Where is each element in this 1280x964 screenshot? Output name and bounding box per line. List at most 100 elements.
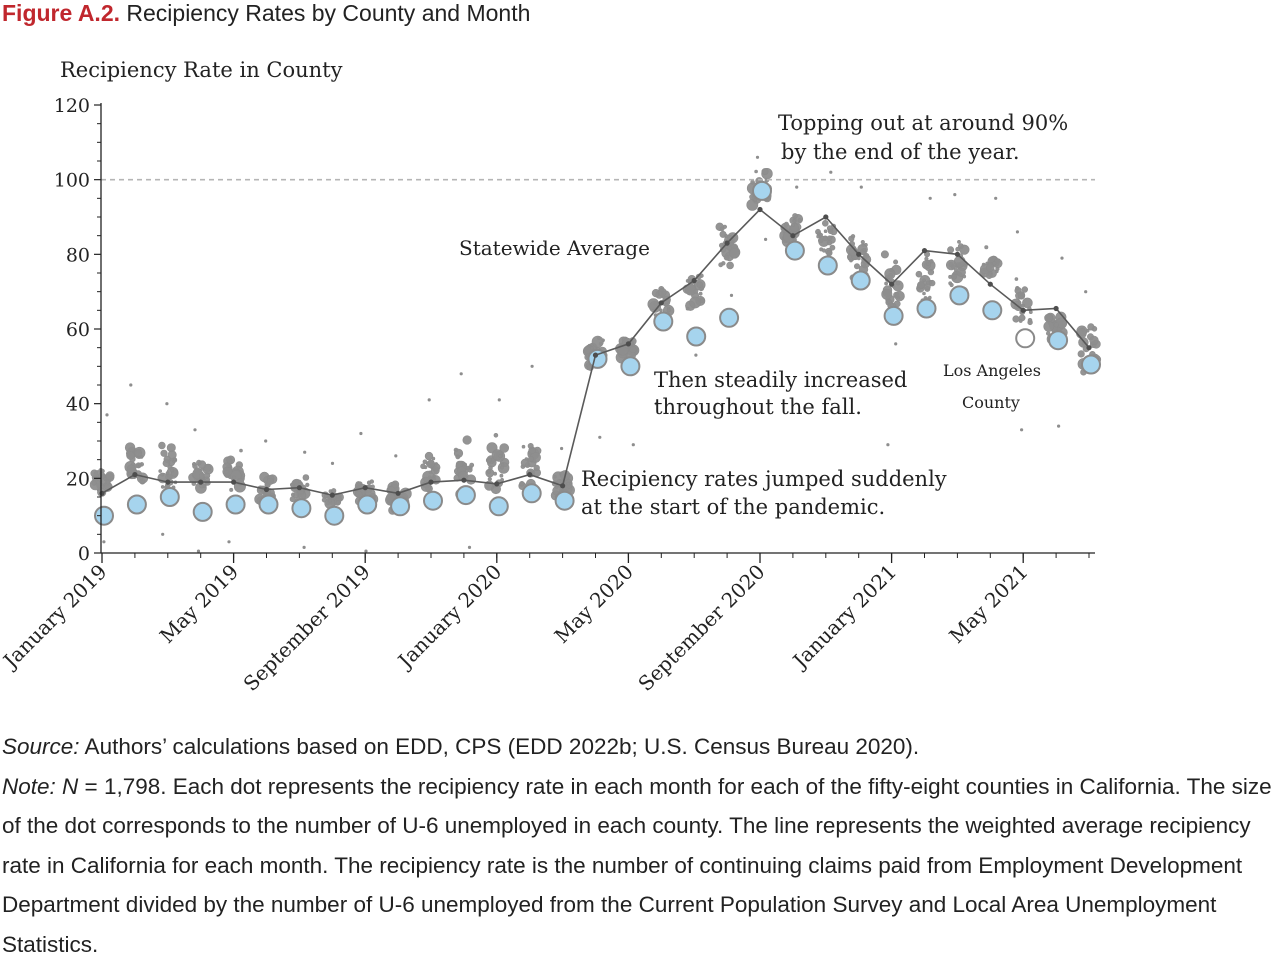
source-text: Authors’ calculations based on EDD, CPS … [80,734,920,759]
la-county-dot [391,497,409,515]
annotation-la-line1: Los Angeles [943,361,1041,380]
county-dot [694,354,697,357]
county-dot [428,398,431,401]
county-dot [667,309,670,312]
county-dot [394,454,397,457]
county-dot [466,475,476,485]
county-dot [917,287,920,290]
county-dot [857,257,860,260]
county-dot [850,259,853,262]
y-tick-label: 120 [54,95,90,117]
source-note: Source: Authors’ calculations based on E… [2,727,1278,767]
county-dot [331,488,336,493]
county-dot [665,304,668,307]
y-tick-label: 0 [78,543,90,565]
y-tick-label: 20 [66,468,90,490]
county-dot [895,291,905,301]
la-county-dot [194,503,212,521]
county-dot [1088,324,1095,331]
county-dot [1060,257,1063,260]
county-dot [498,398,501,401]
county-dot [699,292,702,295]
county-dot [1044,321,1054,331]
la-county-dot [950,286,968,304]
county-dot [798,219,802,223]
county-dot [463,436,472,445]
county-dot [719,263,723,267]
statewide-average-point [856,252,861,257]
county-dot [193,428,196,431]
y-axis-label: Recipiency Rate in County [60,58,343,82]
statewide-average-point [198,480,203,485]
la-county-dot [358,496,376,514]
county-dot [140,477,143,480]
county-dot [303,475,309,481]
x-tick-label: May 2020 [550,560,638,648]
county-dot [827,236,832,241]
county-dot [1015,278,1018,281]
county-dot [762,168,768,174]
county-dot [135,450,142,457]
county-dot [427,460,435,468]
county-dot [985,246,988,249]
county-dot [168,451,176,459]
county-dot [291,483,294,486]
statewide-average-point [231,480,236,485]
la-county-dot [1049,331,1067,349]
county-dot [658,288,666,296]
statewide-average-point [363,485,368,490]
la-county-dot [424,492,442,510]
county-dot [756,156,759,159]
county-dot [303,451,306,454]
county-dot [464,463,467,466]
county-dot [820,248,823,251]
county-dot [161,533,164,536]
county-dot [267,478,274,485]
county-dot [500,444,509,453]
county-dot [926,263,929,266]
la-county-dot [654,313,672,331]
county-dot [992,261,996,265]
y-tick-label: 60 [66,319,90,341]
county-dot [298,480,301,483]
la-county-dot [852,272,870,290]
county-dot [528,456,533,461]
county-dot [487,470,491,474]
statewide-average-point [955,252,960,257]
county-dot [893,260,897,264]
county-dot [336,501,340,505]
county-dot [929,280,935,286]
county-dot [1019,319,1022,322]
county-dot [521,459,529,467]
county-dot [916,271,922,277]
statewide-average-point [1086,345,1091,350]
county-dot [929,197,932,200]
county-dot [795,186,798,189]
county-dot [501,478,504,481]
county-dot [1028,318,1032,322]
county-dot [197,550,200,553]
annotation-jump-line2: at the start of the pandemic. [581,495,885,519]
county-dot [828,229,833,234]
county-dot [519,481,524,486]
source-label: Source: [2,734,80,759]
county-dot [957,268,966,277]
annotation-jump-line1: Recipiency rates jumped suddenly [581,467,947,491]
la-county-dot [292,499,310,517]
county-dot [230,488,233,491]
y-tick-label: 80 [66,244,90,266]
county-dot [466,466,470,470]
county-dot [947,247,953,253]
county-dot [240,449,243,452]
note-text: = 1,798. Each dot represents the recipie… [2,774,1272,957]
county-dot [1029,311,1032,314]
county-dot [751,180,755,184]
county-dot [830,245,835,250]
county-dot [171,469,174,472]
county-dot [486,458,491,463]
county-dot [894,342,897,345]
statewide-average-point [264,487,269,492]
county-dot [791,224,794,227]
county-dot [223,467,232,476]
